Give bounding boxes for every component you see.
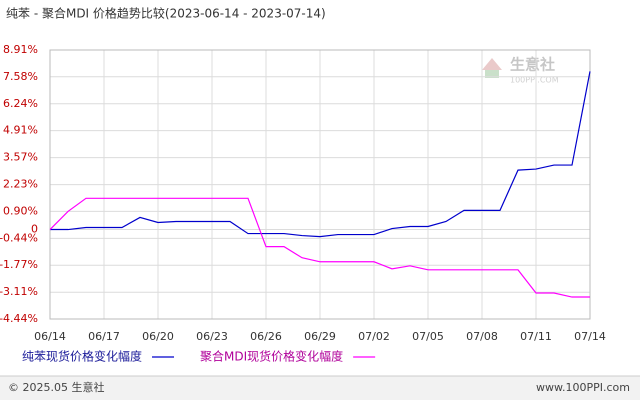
y-tick-label: 3.57%	[3, 151, 38, 164]
x-tick-label: 07/08	[466, 330, 498, 343]
x-tick-label: 06/29	[304, 330, 336, 343]
series-line	[49, 197, 590, 298]
x-tick-label: 06/23	[196, 330, 228, 343]
legend-label: 聚合MDI现货价格变化幅度	[200, 349, 343, 364]
x-tick-label: 06/17	[88, 330, 120, 343]
x-tick-label: 07/14	[574, 330, 606, 343]
plot-frame	[49, 49, 591, 320]
y-tick-label: 7.58%	[3, 70, 38, 83]
y-tick-label: -1.77%	[0, 258, 38, 271]
x-tick-label: 06/26	[250, 330, 282, 343]
watermark-url: 100PPI.COM	[510, 76, 559, 85]
watermark-logo	[485, 70, 499, 78]
watermark-name: 生意社	[510, 56, 555, 74]
y-tick-label: 0.90%	[3, 204, 38, 217]
x-tick-label: 06/14	[34, 330, 66, 343]
x-tick-label: 07/05	[412, 330, 444, 343]
footer-bar	[0, 376, 640, 400]
watermark: 生意社 100PPI.COM	[482, 56, 559, 85]
y-tick-label: 4.91%	[3, 124, 38, 137]
y-tick-label: -3.11%	[0, 285, 38, 298]
y-tick-label: -0.44%	[0, 231, 38, 244]
x-tick-label: 06/20	[142, 330, 174, 343]
x-tick-label: 07/02	[358, 330, 390, 343]
chart-title: 纯苯 - 聚合MDI 价格趋势比较(2023-06-14 - 2023-07-1…	[6, 6, 326, 21]
y-tick-label: 0	[31, 223, 38, 236]
footer-copyright: © 2025.05 生意社	[8, 380, 104, 394]
footer-site: www.100PPI.com	[536, 381, 630, 394]
x-tick-label: 07/11	[520, 330, 552, 343]
series-line	[50, 71, 591, 238]
y-tick-label: 2.23%	[3, 178, 38, 191]
y-tick-label: -4.44%	[0, 312, 38, 325]
y-tick-label: 8.91%	[3, 43, 38, 56]
watermark-logo	[482, 58, 502, 70]
y-tick-label: 6.24%	[3, 97, 38, 110]
legend-label: 纯苯现货价格变化幅度	[22, 349, 142, 364]
